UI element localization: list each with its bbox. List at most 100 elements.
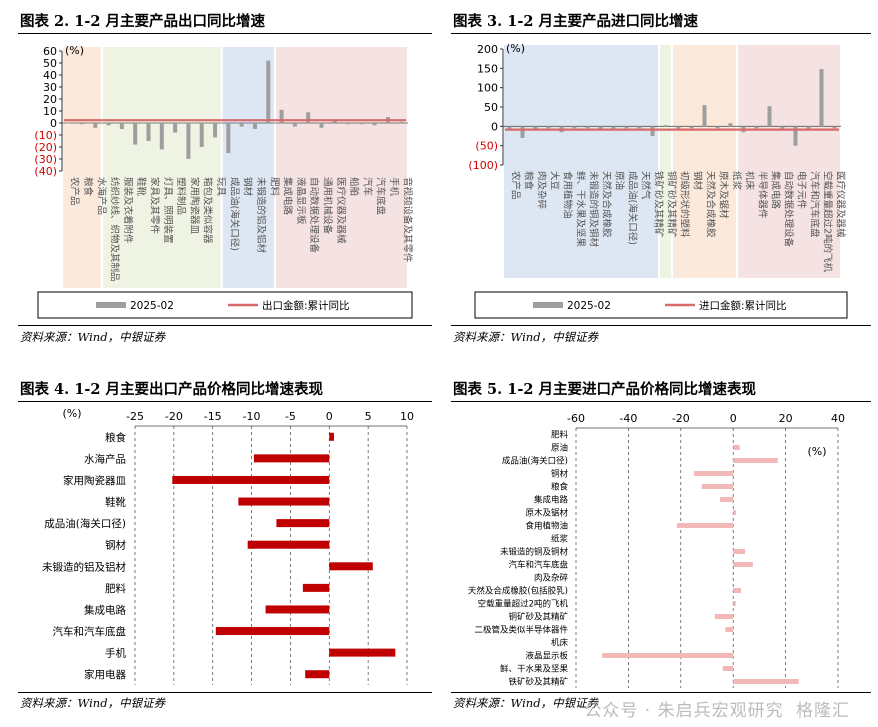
y-tick-label: 原木及锯材: [525, 508, 568, 519]
figure-2-top-rule: [18, 33, 432, 34]
bar: [292, 123, 297, 127]
watermark: 公众号 · 朱启兵宏观研究 格隆汇: [584, 696, 850, 721]
bar: [714, 614, 734, 619]
x-tick-label: 未锻造的铝及铝材: [255, 177, 267, 254]
bar: [329, 648, 396, 657]
bar: [266, 60, 271, 123]
x-tick-label: 灯具、照明装置: [162, 177, 174, 244]
y-tick-label: 10: [43, 105, 57, 118]
legend-bar-swatch: [96, 302, 126, 308]
category-band-1: [660, 45, 671, 278]
x-tick-label: 家用陶瓷器皿: [188, 177, 200, 235]
bar: [279, 109, 284, 123]
bar: [819, 69, 824, 127]
y-tick-label: 60: [43, 45, 57, 58]
y-tick-label: 钢材: [105, 539, 126, 552]
x-tick-label: 原油: [614, 171, 626, 190]
y-tick-label: (50): [475, 140, 498, 153]
bar: [247, 540, 330, 549]
x-tick-label: 食用植物油: [562, 171, 574, 219]
y-tick-label: 汽车和汽车底盘: [53, 625, 127, 638]
x-tick-label: -15: [204, 410, 222, 423]
x-tick-label: 大豆: [549, 171, 561, 190]
x-tick-label: 汽车: [361, 177, 373, 196]
bar: [733, 458, 778, 463]
bar: [66, 123, 71, 124]
figure-3-title: 图表 3. 1-2 月主要产品进口同比增速: [453, 13, 698, 30]
x-tick-label: -40: [619, 412, 637, 425]
figure-3-top-rule: [451, 33, 871, 34]
bar: [637, 126, 642, 129]
y-tick-label: 鲜、干水果及坚果: [500, 664, 569, 675]
x-tick-label: 船舶: [348, 177, 360, 196]
bar: [832, 126, 837, 129]
y-tick-label: 二极管及类似半导体器件: [474, 625, 568, 636]
bar: [253, 454, 330, 463]
y-tick-label: 30: [43, 81, 57, 94]
y-tick-label: 0: [491, 120, 498, 133]
x-tick-label: 鞋靴: [135, 177, 147, 197]
bar: [399, 121, 404, 123]
y-tick-label: (10): [34, 129, 57, 142]
bar: [720, 497, 734, 502]
figure-4-title: 图表 4. 1-2 月主要出口产品价格同比增速表现: [20, 381, 323, 398]
category-band-2: [673, 45, 736, 278]
figure-4-top-rule: [18, 401, 432, 402]
bar: [252, 123, 257, 129]
bar: [199, 123, 204, 147]
y-tick-label: 150: [477, 62, 498, 75]
legend-bar-swatch: [533, 302, 563, 308]
bar: [733, 562, 753, 567]
bar: [806, 126, 811, 131]
figure-5-source: 资料来源：Wind，中银证券: [453, 696, 599, 710]
figure-5-panel: 图表 5. 1-2 月主要进口产品价格同比增速表现 -60 -40 -20 0 20 40…: [439, 370, 878, 727]
bar: [793, 126, 798, 146]
x-tick-label: 集成电路: [770, 171, 782, 210]
bar: [372, 123, 377, 126]
bar: [79, 123, 84, 125]
y-tick-label: 机床: [551, 638, 569, 649]
bar: [215, 627, 330, 636]
bar: [106, 123, 111, 126]
bar: [329, 432, 334, 441]
bar: [265, 605, 330, 614]
bar: [359, 123, 364, 125]
bar: [733, 510, 736, 515]
x-tick-label: 原木及锯材: [718, 171, 730, 219]
bar: [319, 123, 324, 128]
bar: [715, 126, 720, 129]
bar: [239, 123, 244, 127]
bar: [172, 475, 330, 484]
y-tick-label: 肉及杂碎: [534, 573, 569, 584]
figure-3-source: 资料来源：Wind，中银证券: [453, 330, 599, 344]
bar: [329, 562, 373, 571]
bar: [146, 123, 151, 141]
bar: [780, 126, 785, 130]
x-tick-label: 10: [400, 410, 414, 423]
category-band-1: [102, 47, 221, 288]
bar: [93, 123, 98, 128]
y-tick-label: 未锻造的铜及铜材: [500, 547, 569, 558]
bar: [306, 112, 311, 123]
y-tick-label: 天然及合成橡胶(包括胶乳): [468, 586, 568, 597]
x-tick-label: 未锻造的铜及铜材: [588, 171, 600, 248]
y-tick-label: 未锻造的铝及铝材: [42, 560, 126, 573]
y-tick-label: (40): [34, 165, 57, 178]
category-band-0: [63, 47, 101, 288]
bar: [676, 126, 681, 130]
y-tick-label: 成品油(海关口径): [502, 456, 568, 467]
x-tick-label: 纺织纱线、织物及其制品: [109, 177, 121, 282]
y-tick-label: 汽车和汽车底盘: [508, 560, 568, 571]
y-tick-label: 50: [43, 57, 57, 70]
y-tick-label: 肥料: [105, 582, 126, 595]
x-tick-label: 5: [365, 410, 372, 423]
y-tick-label: 集成电路: [534, 495, 569, 506]
legend-box: [474, 291, 848, 319]
figure-4-source: 资料来源：Wind，中银证券: [20, 696, 166, 710]
figure-3-bottom-rule: [451, 325, 871, 326]
y-tick-label: 液晶显示板: [525, 651, 568, 662]
figure-2-panel: 图表 2. 1-2 月主要产品出口同比增速 (40) (30) (20) (10) 0 1…: [0, 0, 439, 350]
legend-bar-label: 2025-02: [567, 300, 611, 312]
x-tick-label: 农产品: [69, 177, 81, 206]
x-tick-label: -20: [165, 410, 183, 423]
